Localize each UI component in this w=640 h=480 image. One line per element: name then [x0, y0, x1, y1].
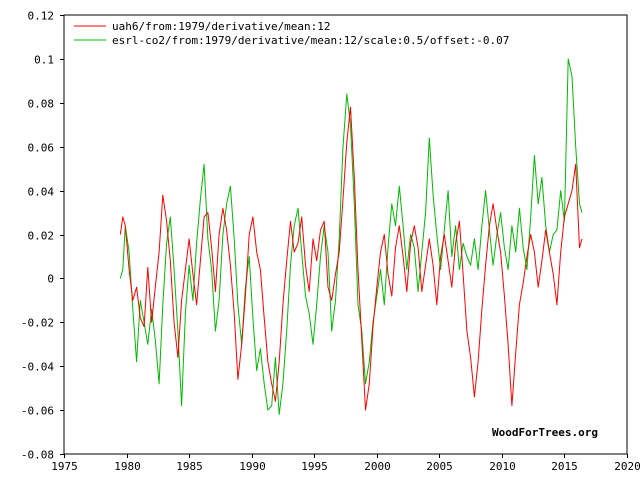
y-tick-label: 0.04	[28, 186, 55, 199]
y-tick-label: -0.06	[21, 405, 54, 418]
x-tick-label: 1985	[176, 460, 203, 473]
x-tick-label: 1990	[239, 460, 266, 473]
y-tick-label: -0.02	[21, 317, 54, 330]
x-tick-label: 2000	[364, 460, 391, 473]
y-tick-label: 0.06	[28, 142, 55, 155]
y-tick-label: -0.08	[21, 449, 54, 462]
x-tick-label: 1980	[114, 460, 141, 473]
y-tick-label: 0.1	[34, 54, 54, 67]
plot-frame	[63, 14, 628, 455]
y-tick-label: -0.04	[21, 361, 54, 374]
series-line-1	[119, 106, 583, 411]
series-line-2	[119, 58, 583, 415]
y-tick-label: 0.08	[28, 98, 55, 111]
legend-label-2: esrl-co2/from:1979/derivative/mean:12/sc…	[112, 34, 509, 47]
series-group	[119, 58, 583, 415]
x-tick-label: 1995	[301, 460, 328, 473]
y-tick-label: 0.12	[28, 10, 55, 23]
x-tick-label: 2020	[614, 460, 640, 473]
x-tick-label: 2010	[489, 460, 516, 473]
y-tick-label: 0	[47, 273, 54, 286]
y-tick-label: 0.02	[28, 230, 55, 243]
axes-group: -0.08 -0.06 -0.04 -0.02 0 0.02 0.04 0.06 0.08 0.1…	[21, 10, 640, 474]
x-tick-label: 2005	[426, 460, 453, 473]
x-tick-label: 2015	[551, 460, 578, 473]
x-tick-label: 1975	[51, 460, 78, 473]
legend-group: uah6/from:1979/derivative/mean:12esrl-co…	[74, 20, 509, 47]
credit-label: WoodForTrees.org	[492, 426, 598, 439]
legend-label-1: uah6/from:1979/derivative/mean:12	[112, 20, 331, 33]
